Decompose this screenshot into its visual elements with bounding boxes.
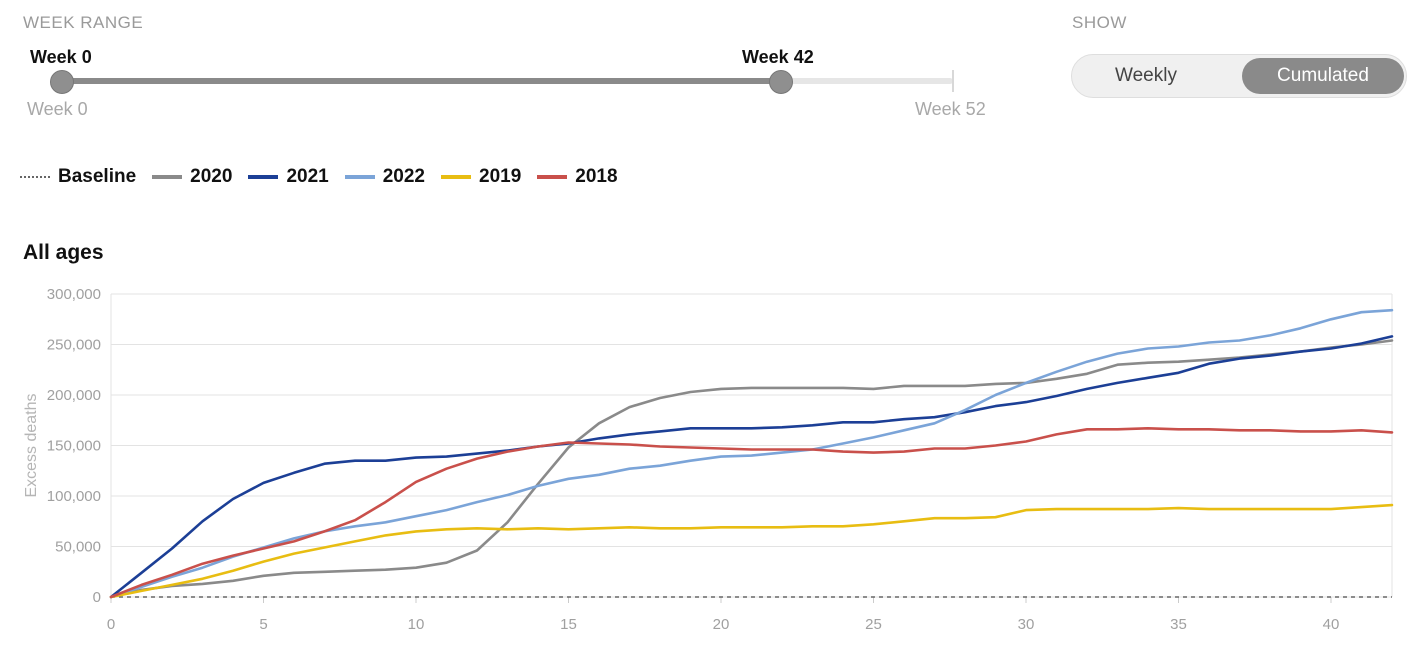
legend-swatch-2021	[248, 175, 279, 179]
x-tick-label: 15	[560, 616, 577, 633]
range-track-selected	[62, 78, 781, 84]
series-line-2019	[109, 503, 1394, 599]
legend-label-2019: 2019	[479, 166, 522, 187]
series-line-2022	[109, 308, 1394, 599]
legend-label-2018: 2018	[575, 166, 618, 187]
show-toggle: Weekly Cumulated	[1071, 54, 1407, 98]
y-tick-label: 0	[93, 589, 101, 606]
series-line-2020	[109, 339, 1394, 599]
legend-item-2021[interactable]: 2021	[248, 166, 329, 188]
x-tick-label: 35	[1170, 616, 1187, 633]
range-min-label: Week 0	[27, 99, 88, 119]
show-label: SHOW	[1072, 13, 1127, 32]
range-start-value: Week 0	[30, 47, 92, 67]
x-tick-label: 10	[408, 616, 425, 633]
y-tick-label: 150,000	[47, 438, 101, 455]
legend-label-2020: 2020	[190, 166, 233, 187]
x-tick-label: 5	[259, 616, 267, 633]
range-max-label: Week 52	[915, 99, 986, 119]
range-end-value: Week 42	[742, 47, 814, 67]
series-line-2018	[109, 427, 1394, 599]
y-axis-title: Excess deaths	[23, 393, 40, 497]
legend-item-2019[interactable]: 2019	[441, 166, 521, 188]
legend-item-2022[interactable]: 2022	[344, 166, 425, 188]
chart-legend: Baseline 2020 2021 2022 2019 2018	[20, 166, 618, 188]
x-tick-label: 25	[865, 616, 882, 633]
range-track-end-marker	[952, 70, 954, 92]
x-tick-label: 20	[713, 616, 730, 633]
legend-label-baseline: Baseline	[58, 166, 137, 187]
y-tick-label: 300,000	[47, 286, 101, 303]
y-tick-label: 200,000	[47, 387, 101, 404]
range-start-handle[interactable]	[50, 70, 74, 94]
legend-item-2018[interactable]: 2018	[537, 166, 618, 188]
weekly-button[interactable]: Weekly	[1115, 65, 1177, 86]
legend-swatch-2022	[344, 175, 375, 179]
series-line-2021	[109, 335, 1394, 599]
cumulated-button[interactable]: Cumulated	[1242, 58, 1404, 94]
week-range-label: WEEK RANGE	[23, 13, 144, 32]
legend-swatch-2018	[537, 175, 568, 179]
legend-label-2021: 2021	[286, 166, 329, 187]
legend-swatch-2019	[441, 175, 471, 179]
y-tick-label: 250,000	[47, 337, 101, 354]
x-tick-label: 40	[1323, 616, 1340, 633]
x-tick-label: 0	[107, 616, 115, 633]
week-range-control: WEEK RANGE Week 0 Week 42 Week 0 Week 52	[0, 0, 1010, 130]
legend-swatch-2020	[152, 175, 183, 179]
legend-item-2020[interactable]: 2020	[152, 166, 232, 188]
range-end-handle[interactable]	[769, 70, 793, 94]
legend-label-2022: 2022	[382, 166, 425, 187]
legend-item-baseline[interactable]: Baseline	[20, 166, 136, 188]
excess-deaths-line-chart: 0 50,000 100,000 150,000 200,000 250,000 300,0…	[23, 286, 1394, 633]
y-tick-label: 100,000	[47, 488, 101, 505]
x-tick-label: 30	[1018, 616, 1035, 633]
chart-title: All ages	[23, 241, 104, 264]
y-tick-label: 50,000	[55, 539, 101, 556]
legend-swatch-baseline	[20, 176, 50, 178]
